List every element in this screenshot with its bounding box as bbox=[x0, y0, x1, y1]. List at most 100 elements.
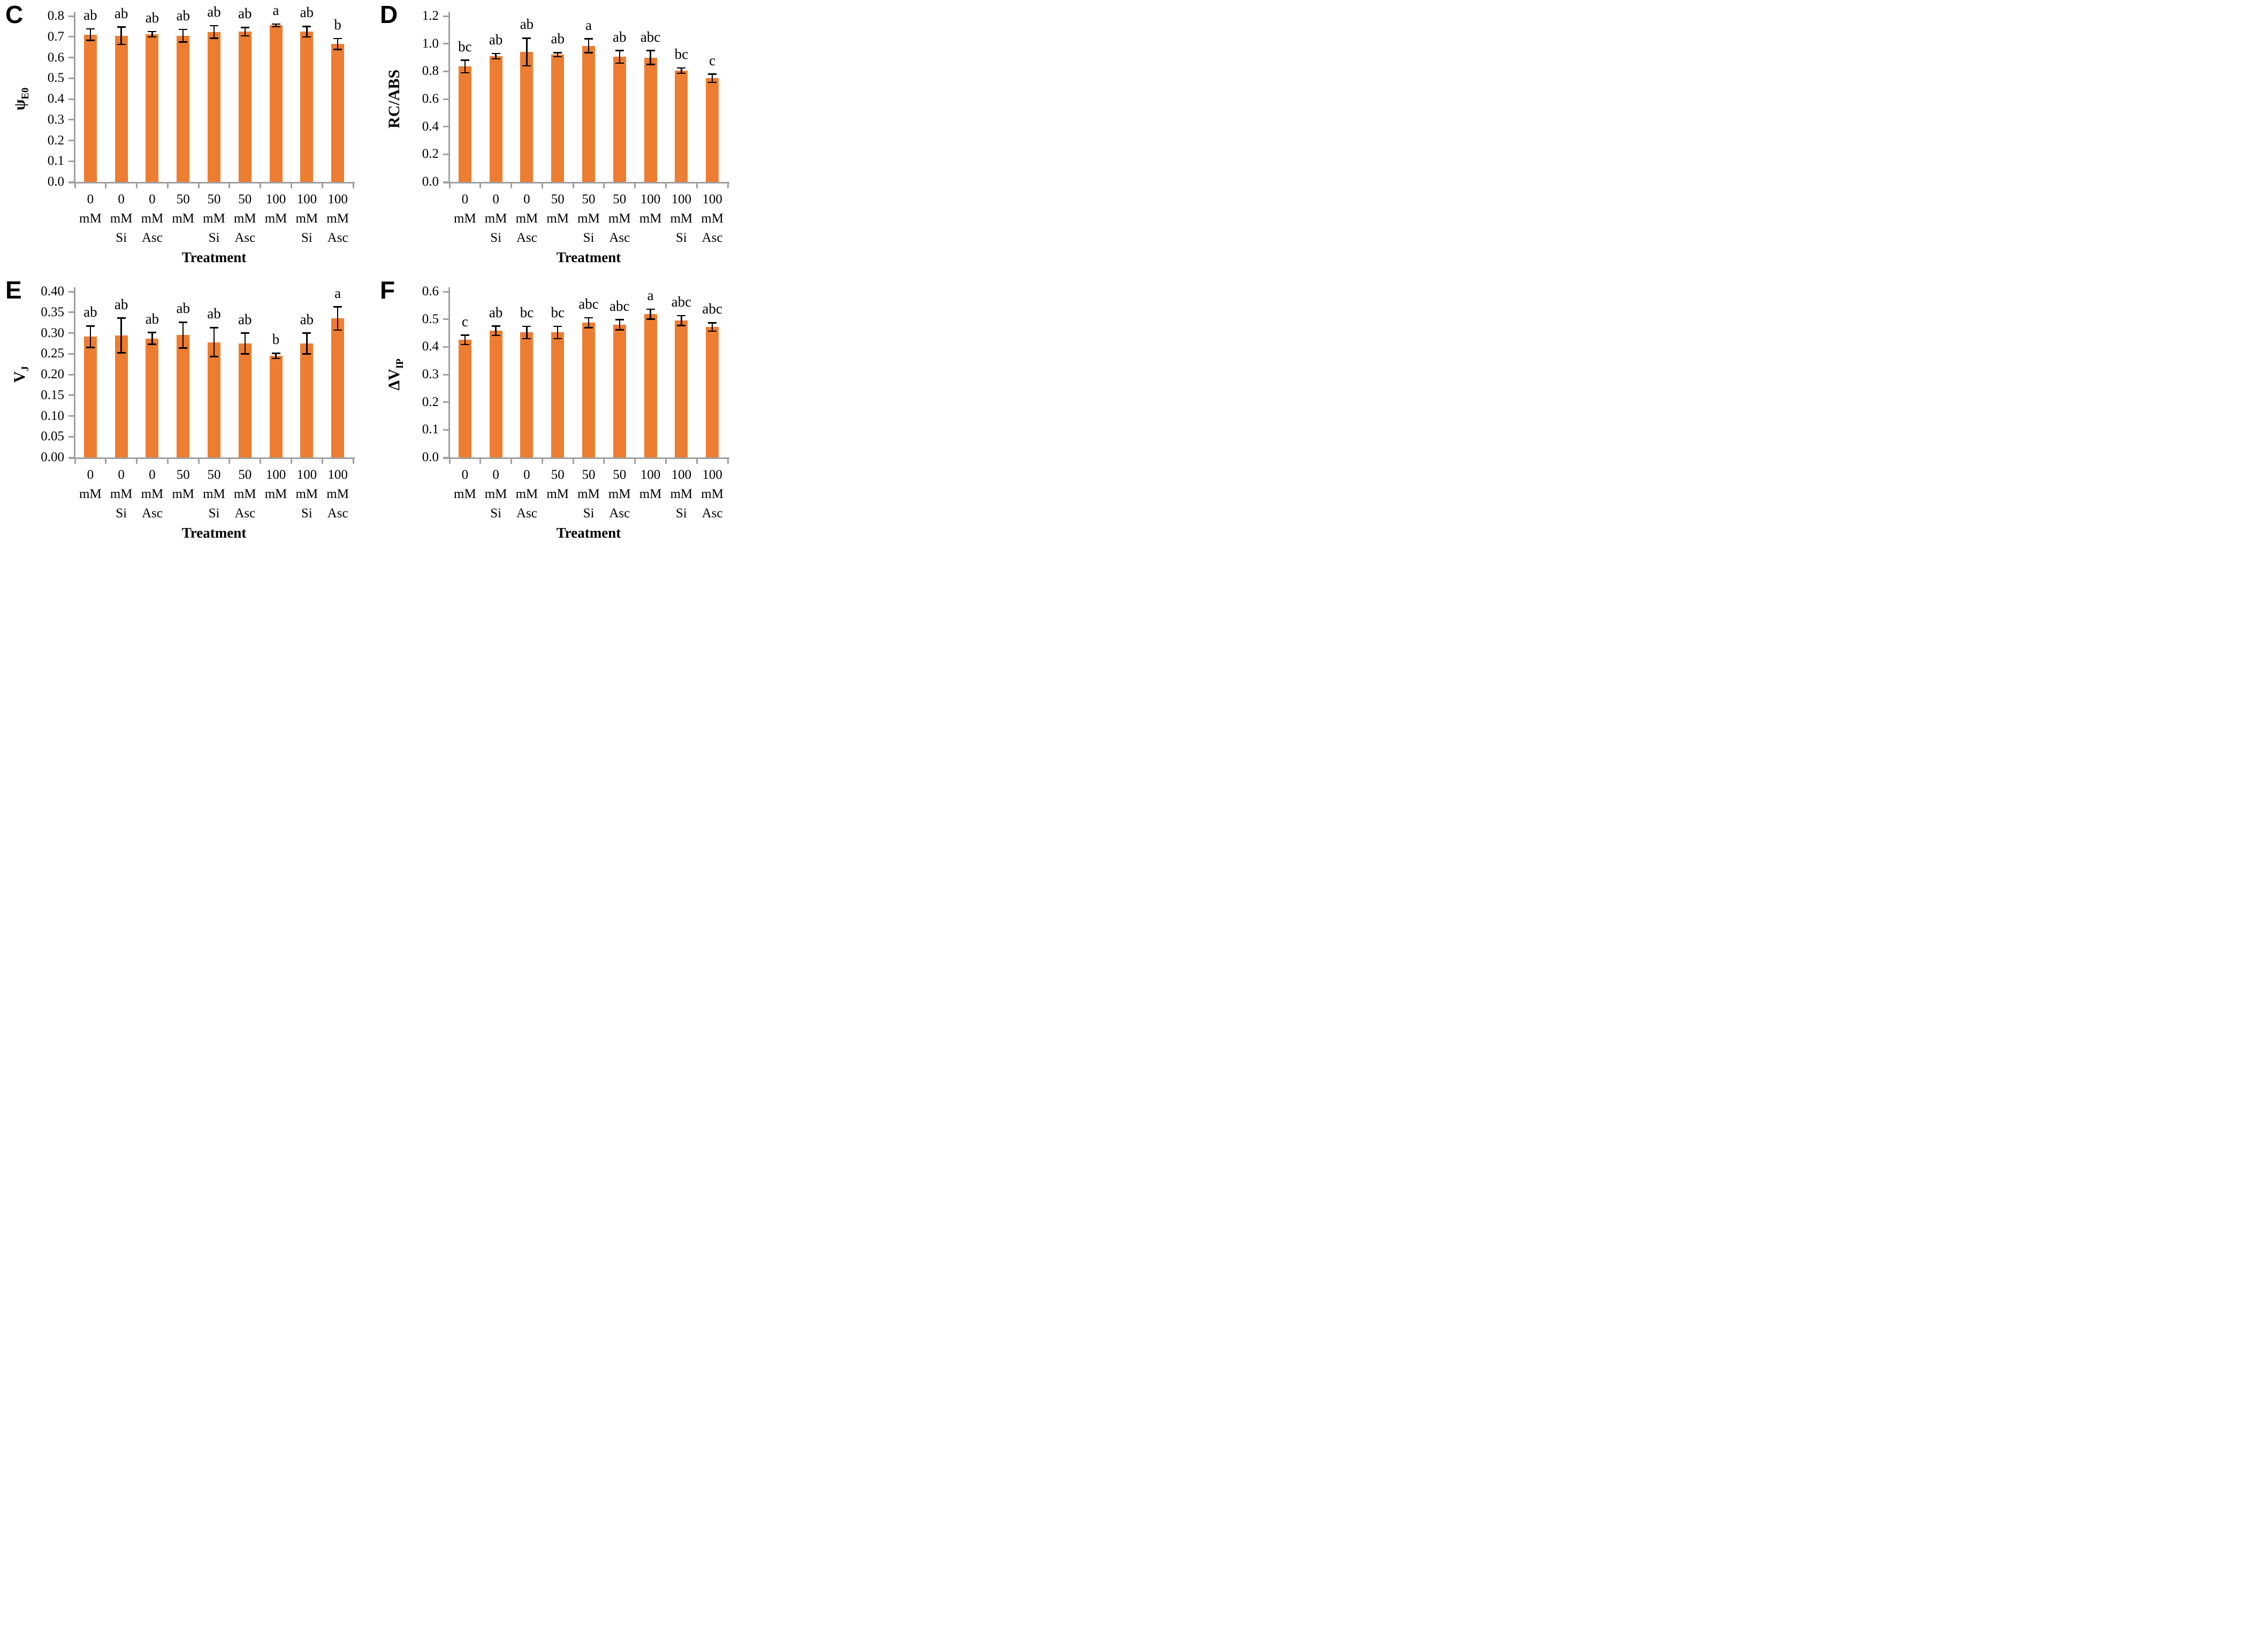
x-category-label: 100 bbox=[265, 468, 286, 482]
y-tick-mark bbox=[68, 373, 75, 376]
x-tick-mark bbox=[572, 182, 574, 188]
y-tick-label: 0.1 bbox=[422, 422, 439, 437]
bar bbox=[458, 66, 471, 182]
y-tick-label: 0.35 bbox=[41, 304, 64, 319]
error-bar-cap-bottom bbox=[460, 72, 469, 74]
y-tick-label: 0.5 bbox=[422, 311, 439, 326]
x-category-label: 50 bbox=[613, 468, 627, 482]
error-bar-line bbox=[275, 353, 277, 358]
x-axis-title: Treatment bbox=[181, 249, 247, 265]
error-bar-line bbox=[306, 333, 308, 354]
bar bbox=[300, 343, 314, 457]
x-category-label: mM bbox=[141, 487, 164, 501]
x-category-label: mM bbox=[484, 211, 507, 226]
y-tick-label: 0.6 bbox=[422, 91, 439, 106]
x-category-label: mM bbox=[264, 211, 287, 226]
significance-letter: ab bbox=[238, 311, 252, 327]
error-bar-cap-bottom bbox=[240, 353, 249, 355]
x-category-label: mM bbox=[454, 487, 476, 501]
error-bar-cap-top bbox=[148, 30, 157, 33]
panel-E: E VJ 0.00 0.05 0.10 0.15 0.20 0.25 0.30 0.35 0.4… bbox=[0, 276, 375, 551]
error-bar-cap-top bbox=[584, 317, 593, 319]
error-bar-cap-top bbox=[491, 52, 500, 54]
x-category-label: mM bbox=[141, 211, 164, 226]
x-category-label: 0 bbox=[492, 192, 499, 206]
error-bar-cap-bottom bbox=[240, 35, 249, 37]
bar bbox=[644, 314, 657, 457]
y-tick-label: 0.20 bbox=[41, 367, 64, 381]
error-bar-line bbox=[120, 27, 122, 45]
bar bbox=[582, 45, 595, 182]
x-category-label: 0 bbox=[461, 192, 469, 206]
y-tick-label: 0.4 bbox=[47, 91, 64, 106]
panel-C: C ψE0 0.0 0.1 0.2 0.3 0.4 0.5 0.6 0.7 0.8 ab ab ab a… bbox=[0, 0, 375, 276]
y-axis-line bbox=[448, 287, 450, 457]
x-tick-mark bbox=[136, 457, 138, 464]
y-tick-mark bbox=[443, 126, 449, 128]
significance-letter: ab bbox=[520, 16, 534, 33]
x-tick-mark bbox=[321, 457, 323, 464]
error-bar-line bbox=[337, 307, 339, 331]
significance-letter: ab bbox=[207, 4, 221, 20]
x-category-label: mM bbox=[79, 211, 102, 226]
x-tick-mark bbox=[136, 182, 138, 188]
x-tick-mark bbox=[74, 182, 76, 188]
y-tick-label: 0.4 bbox=[422, 339, 439, 354]
x-category-label: Si bbox=[490, 506, 502, 521]
error-bar-line bbox=[526, 326, 528, 339]
y-tick-mark bbox=[68, 98, 75, 100]
bar bbox=[83, 336, 97, 457]
x-category-label: Asc bbox=[516, 231, 537, 245]
bar bbox=[520, 52, 534, 182]
x-category-label: 50 bbox=[582, 192, 596, 206]
significance-letter: c bbox=[461, 313, 468, 330]
bar bbox=[146, 34, 159, 182]
x-category-label: mM bbox=[701, 211, 723, 226]
x-tick-mark bbox=[448, 182, 451, 188]
y-tick-mark bbox=[68, 353, 75, 355]
y-axis-line bbox=[448, 12, 450, 182]
x-category-label: mM bbox=[203, 211, 225, 226]
error-bar-line bbox=[557, 52, 559, 57]
significance-letter: ab bbox=[207, 305, 221, 322]
y-tick-mark bbox=[68, 181, 75, 183]
error-bar-cap-bottom bbox=[615, 62, 624, 64]
error-bar-cap-bottom bbox=[708, 81, 717, 83]
y-tick-mark bbox=[68, 140, 75, 141]
x-tick-mark bbox=[634, 182, 636, 188]
x-category-label: 50 bbox=[207, 468, 221, 482]
error-bar-cap-bottom bbox=[491, 58, 500, 60]
x-category-label: mM bbox=[515, 487, 538, 501]
x-category-label: Asc bbox=[141, 506, 163, 521]
x-category-label: mM bbox=[203, 487, 225, 501]
y-tick-label: 0.10 bbox=[41, 408, 64, 423]
error-bar-cap-bottom bbox=[491, 334, 500, 336]
x-category-label: Si bbox=[675, 231, 687, 245]
bar bbox=[208, 342, 220, 457]
error-bar-cap-bottom bbox=[210, 356, 218, 357]
y-tick-label: 0.2 bbox=[47, 133, 64, 148]
x-tick-mark bbox=[166, 182, 169, 188]
bar bbox=[300, 32, 314, 182]
x-tick-mark bbox=[448, 457, 451, 464]
significance-letter: a bbox=[647, 287, 654, 304]
x-category-label: mM bbox=[454, 211, 476, 226]
error-bar-cap-top bbox=[240, 27, 249, 28]
y-tick-label: 0.6 bbox=[47, 50, 64, 65]
y-tick-mark bbox=[443, 373, 449, 376]
bar bbox=[269, 356, 283, 457]
significance-letter: ab bbox=[83, 7, 97, 24]
error-bar-cap-top bbox=[179, 28, 188, 30]
y-tick-label: 1.0 bbox=[422, 36, 439, 51]
bar bbox=[269, 25, 283, 182]
error-bar-cap-top bbox=[615, 50, 624, 51]
x-category-label: 100 bbox=[640, 192, 661, 206]
x-category-label: Asc bbox=[609, 506, 630, 521]
significance-letter: ab bbox=[145, 310, 159, 327]
error-bar-line bbox=[650, 309, 651, 319]
error-bar-cap-top bbox=[553, 52, 562, 53]
bar bbox=[644, 57, 657, 182]
y-tick-mark bbox=[68, 15, 75, 17]
error-bar-line bbox=[557, 326, 559, 339]
x-category-label: 100 bbox=[327, 468, 348, 482]
